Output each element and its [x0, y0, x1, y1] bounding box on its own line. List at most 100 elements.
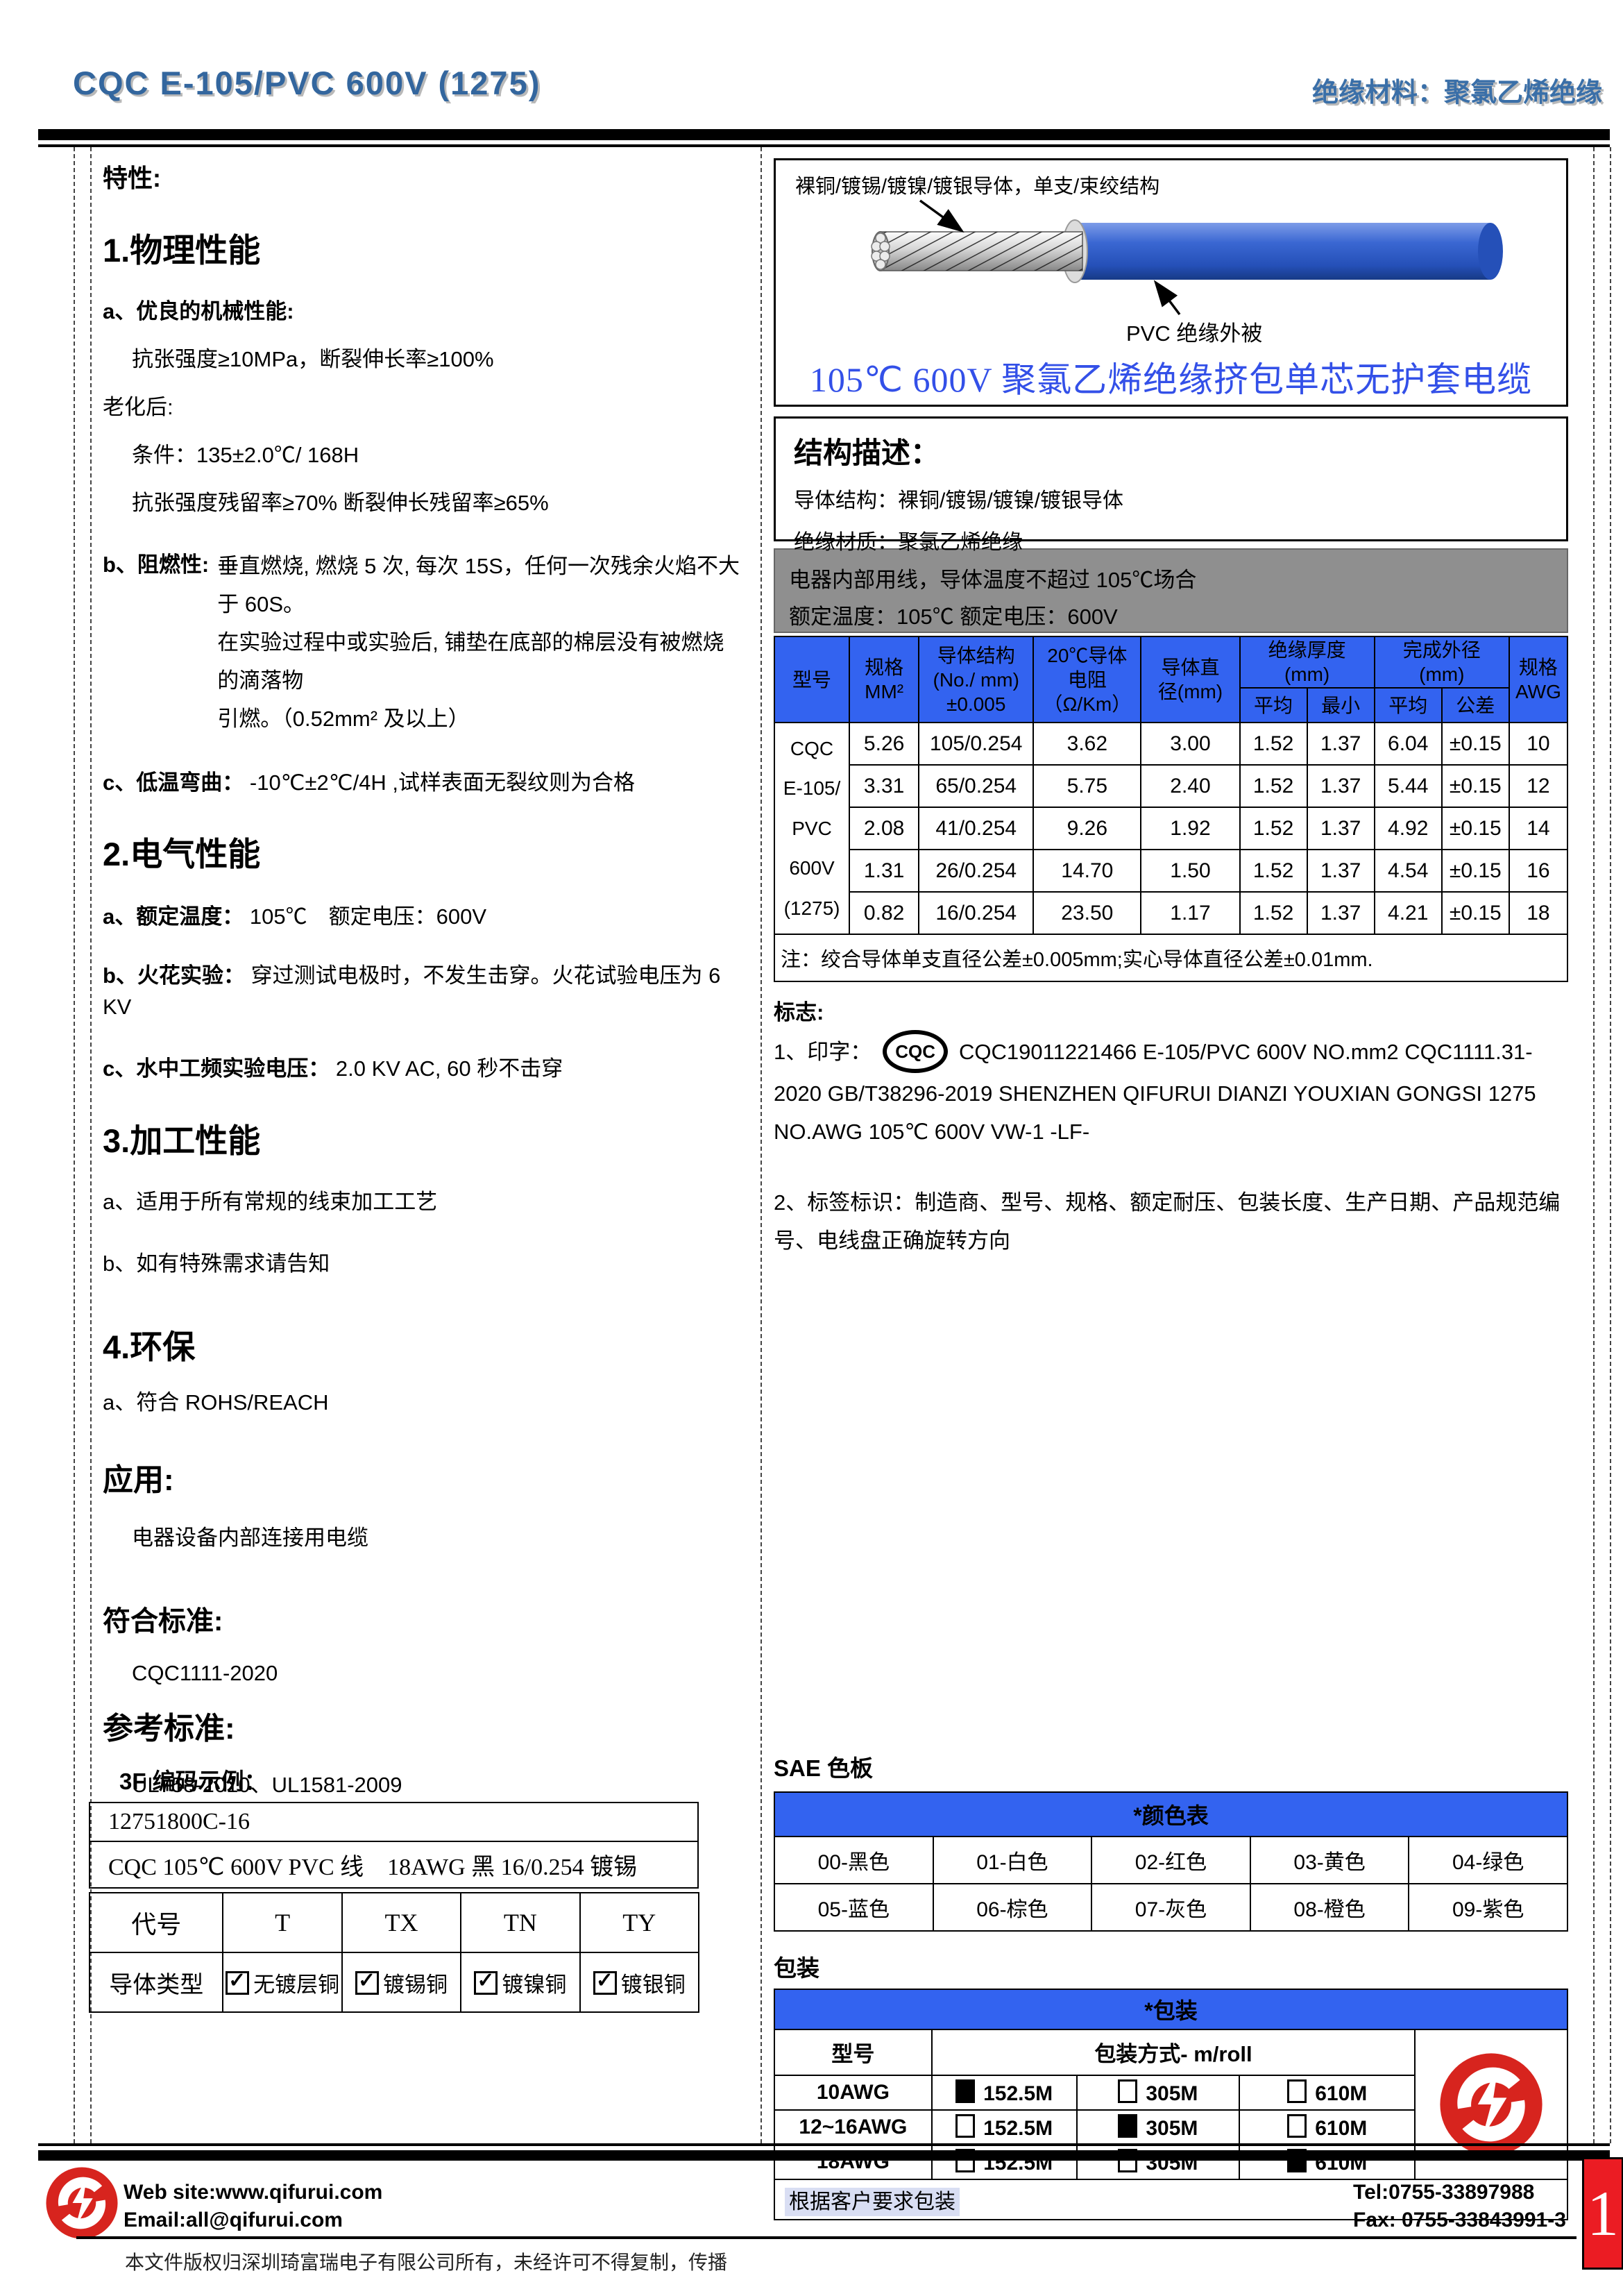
pack-option: 152.5M: [931, 2074, 1078, 2111]
table-row: 导体类型 无镀层铜 镀锡铜 镀镍铜 镀银铜: [88, 1952, 700, 2013]
table-row: 0.82 16/0.254 23.50 1.17 1.52 1.37 4.21 ±0.1…: [774, 891, 1569, 935]
checkbox-icon: [955, 2113, 976, 2138]
table-row: 1.31 26/0.254 14.70 1.50 1.52 1.37 4.54 ±0.1…: [774, 849, 1569, 893]
table-row: 05-蓝色 06-棕色 07-灰色 08-橙色 09-紫色: [774, 1882, 1568, 1932]
flame-retardant-text: 垂直燃烧, 燃烧 5 次, 每次 15S，任何一次残余火焰不大于 60S。 在实…: [217, 553, 740, 732]
pack-option: 305M: [1076, 2074, 1241, 2111]
footer-fax: Fax: 0755-33843991-3: [1353, 2209, 1566, 2231]
marking-label-line: 2、标签标识：制造商、型号、规格、额定耐压、包装长度、生产日期、产品规范编号、电…: [774, 1190, 1561, 1253]
tensile-line: 抗张强度≥10MPa，断裂伸长率≥100%: [132, 346, 494, 371]
right-column: 裸铜/镀锡/镀镍/镀银导体，单支/束绞结构 PVC 绝缘外被 105℃ 600V…: [773, 158, 1569, 2220]
standards-line: CQC1111-2020: [132, 1660, 278, 1685]
marking-section: 标志: 1、印字： CQC CQC19011221466 E-105/PVC 600…: [774, 995, 1568, 1260]
col-model: 型号: [773, 636, 851, 723]
pack-option: 610M: [1239, 2074, 1416, 2111]
table-note-row: 注：绞合导体单支直径公差±0.005mm;实心导体直径公差±0.01mm.: [774, 934, 1568, 982]
conductor-structure-line: 导体结构：裸铜/镀锡/镀镍/镀银导体: [794, 489, 1124, 512]
checked-checkbox-icon: [355, 1968, 379, 1995]
pvc-callout-label: PVC 绝缘外被: [1126, 321, 1263, 346]
col-insulation-thickness: 绝缘厚度 (mm): [1239, 636, 1375, 689]
right-margin-line-inner: [1593, 147, 1595, 2143]
structure-description-box: 结构描述： 导体结构：裸铜/镀锡/镀镍/镀银导体 绝缘材质：聚氯乙烯绝缘: [774, 416, 1568, 554]
column-divider-line: [760, 147, 762, 2143]
checkbox-icon: [1118, 2079, 1138, 2103]
product-caption: 105℃ 600V 聚氯乙烯绝缘挤包单芯无护套电缆: [809, 360, 1533, 399]
features-heading: 特性:: [103, 164, 161, 192]
pack-option: 305M: [1076, 2109, 1241, 2145]
marking-print-line: 1、印字： CQC CQC19011221466 E-105/PVC 600V NO…: [774, 1030, 1568, 1151]
insulation-material-line: 绝缘材质：聚氯乙烯绝缘: [794, 531, 1023, 554]
color-table-title: *颜色表: [774, 1791, 1568, 1837]
subcol-od-tolerance: 公差: [1441, 687, 1510, 723]
processing-line1: a、适用于所有常规的线束加工工艺: [103, 1190, 438, 1215]
pack-option: 610M: [1239, 2109, 1416, 2145]
code-TX: TX: [341, 1892, 462, 1953]
rated-temp-text: 105℃ 额定电压：600V: [249, 904, 486, 929]
header-rule: [38, 129, 1610, 147]
flame-retardant-item: b、阻燃性: 垂直燃烧, 燃烧 5 次, 每次 15S，任何一次残余火焰不大于 …: [103, 547, 745, 738]
coding-example-box: 12751800C-16 CQC 105℃ 600V PVC 线 18AWG 黑…: [89, 1802, 699, 1889]
section1-heading: 1.物理性能: [103, 232, 261, 269]
usage-line2: 额定温度：105℃ 额定电压：600V: [789, 605, 1118, 629]
footer-copyright: 本文件版权归深圳琦富瑞电子有限公司所有，未经许可不得复制，传播: [125, 2252, 728, 2273]
table-row: 10AWG 152.5M 305M 610M: [774, 2074, 1567, 2111]
checkbox-icon: [955, 2079, 976, 2103]
col-awg: 规格 AWG: [1508, 636, 1569, 723]
footer-website[interactable]: Web site:www.qifurui.com: [124, 2181, 383, 2204]
code-TY: TY: [579, 1892, 700, 1953]
flame-retardant-label: b、阻燃性:: [103, 552, 210, 577]
table-header-row: 型号 规格 MM² 导体结构 (No./ mm) ±0.005 20℃导体 电阻…: [773, 636, 1569, 723]
aging-result-line: 抗张强度残留率≥70% 断裂伸长残留率≥65%: [132, 490, 549, 515]
col-resistance: 20℃导体 电阻 （Ω/Km）: [1033, 636, 1142, 723]
aging-label: 老化后:: [103, 394, 173, 419]
col-conductor-diameter: 导体直 径(mm): [1140, 636, 1241, 723]
specification-table: 型号 规格 MM² 导体结构 (No./ mm) ±0.005 20℃导体 电阻…: [773, 636, 1569, 982]
water-test-text: 2.0 KV AC, 60 秒不击穿: [335, 1056, 563, 1081]
qifurui-logo: [1440, 2053, 1543, 2156]
aging-condition-line: 条件：135±2.0℃/ 168H: [132, 442, 359, 467]
table-note-row: 根据客户要求包装: [774, 2178, 1568, 2220]
table-subheader-row: 平均 最小 平均 公差: [774, 687, 1567, 723]
table-header-row: *包装: [774, 1988, 1568, 2030]
section3-heading: 3.加工性能: [103, 1122, 261, 1160]
footer-email[interactable]: Email:all@qifurui.com: [124, 2209, 343, 2231]
wire-illustration-box: 裸铜/镀锡/镀镍/镀银导体，单支/束绞结构 PVC 绝缘外被 105℃ 600V…: [774, 158, 1568, 407]
option-bare-copper: 无镀层铜: [222, 1952, 343, 2013]
footer-rule: [38, 2143, 1610, 2161]
section4-heading: 4.环保: [103, 1328, 196, 1366]
spark-test-label: b、火花实验：: [103, 963, 245, 988]
model-cell: CQC E-105/ PVC 600V (1275): [773, 722, 851, 935]
table-row: 2.08 41/0.254 9.26 1.92 1.52 1.37 4.92 ±0.15…: [774, 807, 1569, 850]
checked-checkbox-icon: [226, 1968, 250, 1995]
right-margin-line-outer: [1610, 147, 1611, 2143]
packaging-table-title: *包装: [774, 1988, 1568, 2030]
checkbox-icon: [1287, 2113, 1307, 2138]
table-row: 型号 包装方式- m/roll: [774, 2028, 1568, 2180]
processing-line2: b、如有特殊需求请告知: [103, 1251, 330, 1276]
code-col-label: 代号: [88, 1892, 224, 1953]
left-margin-line-inner: [90, 147, 92, 2143]
conductor-type-label: 导体类型: [88, 1952, 224, 2013]
table-row: CQC E-105/ PVC 600V (1275) 5.26 105/0.254…: [773, 722, 1569, 935]
packaging-col-model: 型号: [774, 2028, 933, 2076]
code-TN: TN: [460, 1892, 581, 1953]
application-line: 电器设备内部连接用电缆: [132, 1526, 368, 1551]
packaging-table: *包装 型号 包装方式- m/roll 10: [774, 1988, 1568, 2220]
section2-heading: 2.电气性能: [103, 836, 261, 873]
col-conductor-structure: 导体结构 (No./ mm) ±0.005: [918, 636, 1035, 723]
col-size: 规格 MM²: [849, 636, 920, 723]
table-row: 00-黑色 01-白色 02-红色 03-黄色 04-绿色: [774, 1835, 1568, 1884]
checkbox-icon: [1118, 2113, 1138, 2138]
color-code-table: *颜色表 00-黑色 01-白色 02-红色 03-黄色 04-绿色 05-蓝色 06…: [774, 1791, 1568, 1932]
checkbox-icon: [1287, 2079, 1307, 2103]
usage-line1: 电器内部用线，导体温度不超过 105℃场合: [789, 568, 1197, 592]
spark-test-text: 穿过测试电极时，不发生击穿。火花试验电压为 6 KV: [103, 963, 721, 1020]
packaging-col-method: 包装方式- m/roll: [931, 2028, 1416, 2076]
structure-heading: 结构描述：: [794, 437, 940, 469]
page-number-badge: 1: [1582, 2157, 1623, 2270]
footer-tel: Tel:0755-33897988: [1353, 2181, 1535, 2204]
option-silver-copper: 镀银铜: [579, 1952, 700, 2013]
insulation-material-label: 绝缘材料：聚氯乙烯绝缘: [1311, 78, 1602, 108]
tolerance-note: 注：绞合导体单支直径公差±0.005mm;实心导体直径公差±0.01mm.: [774, 934, 1568, 982]
